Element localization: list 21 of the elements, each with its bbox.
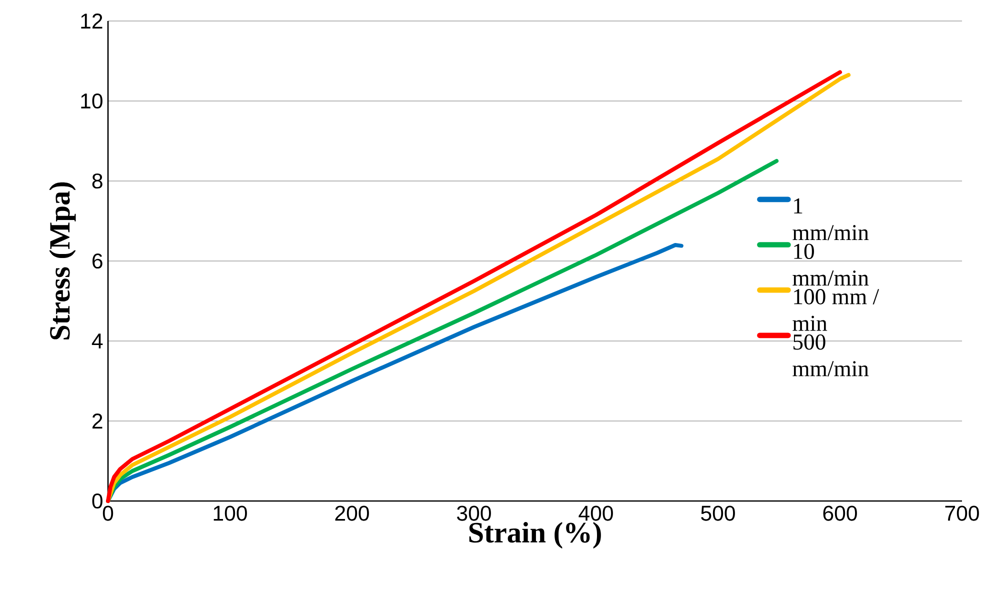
legend-label: 500 mm/min (792, 334, 869, 376)
y-axis-title: Stress (Mpa) (49, 182, 76, 340)
x-tick-label: 700 (945, 506, 979, 521)
x-tick-label: 400 (578, 506, 613, 521)
y-tick-label: 0 (92, 493, 102, 509)
y-tick-label: 8 (92, 173, 102, 189)
x-tick-label: 100 (214, 506, 247, 521)
x-tick-label: 600 (823, 506, 857, 521)
x-tick-label: 200 (335, 506, 369, 521)
legend-label: 100 mm / min (792, 289, 880, 331)
y-tick-label: 4 (92, 334, 103, 348)
x-tick-label: 300 (457, 506, 491, 521)
y-tick-label: 12 (81, 14, 102, 28)
y-tick-label: 10 (81, 93, 102, 109)
x-axis-title: Strain (%) (469, 522, 601, 549)
y-tick-label: 6 (92, 253, 102, 269)
x-tick-label: 0 (102, 506, 114, 521)
y-tick-label: 2 (92, 414, 102, 428)
legend-label: 1 mm/min (792, 198, 869, 240)
x-tick-label: 500 (701, 506, 735, 521)
legend-label: 10 mm/min (792, 244, 869, 286)
